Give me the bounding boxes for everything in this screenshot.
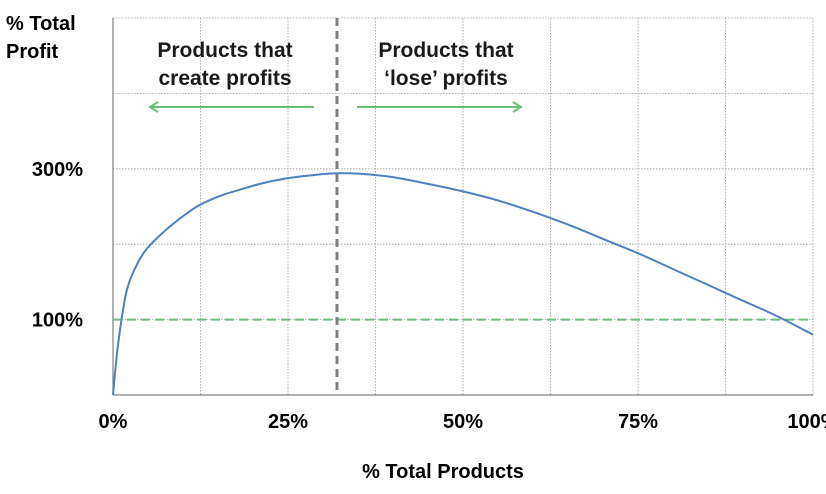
arrow-right-head <box>512 101 523 113</box>
x-tick-label: 50% <box>443 411 483 433</box>
reference-lines <box>113 18 813 395</box>
series-line-0 <box>112 172 814 396</box>
y-axis-title-line-2: Profit <box>6 41 59 63</box>
y-axis-title-line-1: % Total <box>6 13 76 35</box>
annotation-create-profits-line-2: create profits <box>158 67 291 90</box>
grid <box>113 17 814 395</box>
x-tick-label: 25% <box>268 411 308 433</box>
y-tick-label: 300% <box>32 159 83 181</box>
series-group <box>112 172 814 396</box>
x-tick-label: 100% <box>787 411 826 433</box>
arrow-left-head <box>148 101 159 113</box>
annotation-lose-profits-line-1: Products that <box>378 39 513 62</box>
tick-labels: 0% 25% 50% 75% 100% 100% 300% <box>32 159 826 433</box>
y-tick-label: 100% <box>32 310 83 332</box>
axes <box>112 18 813 396</box>
annotation-lose-profits-line-2: ‘lose’ profits <box>384 67 508 90</box>
x-tick-label: 75% <box>618 411 658 433</box>
x-axis-title: % Total Products <box>362 461 524 483</box>
x-tick-label: 0% <box>99 411 128 433</box>
annotation-arrows <box>148 101 523 113</box>
annotation-create-profits-line-1: Products that <box>157 39 292 62</box>
